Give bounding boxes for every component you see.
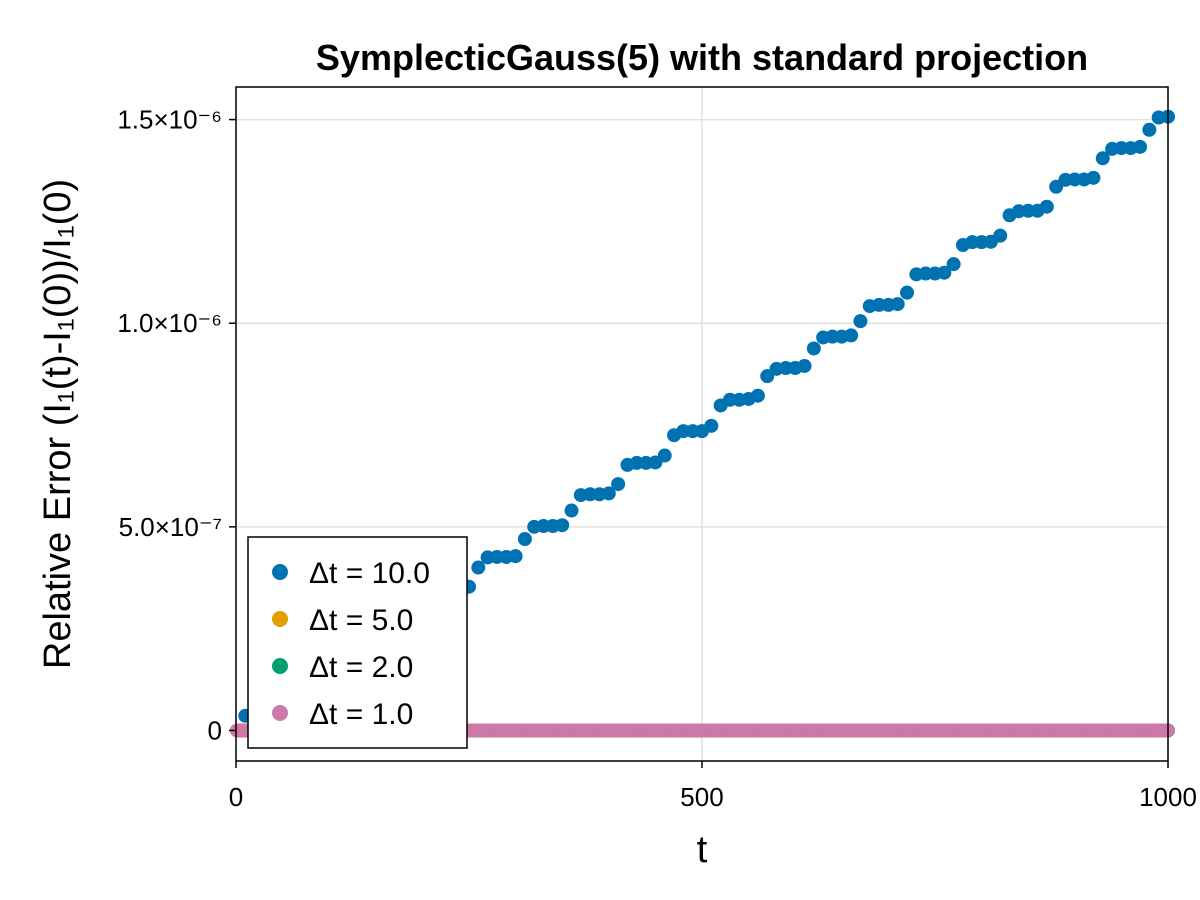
- x-tick-label: 0: [229, 782, 243, 812]
- data-point: [806, 341, 821, 356]
- data-point: [797, 358, 812, 373]
- data-point: [1095, 151, 1110, 166]
- data-point: [900, 285, 915, 300]
- y-tick-label: 1.5×10⁻⁶: [117, 105, 222, 135]
- legend-label: Δt = 1.0: [309, 698, 413, 731]
- y-axis-label: Relative Error (I₁(t)-I₁(0))/I₁(0): [37, 179, 79, 669]
- data-point: [1086, 170, 1101, 185]
- data-point: [1039, 199, 1054, 214]
- legend-marker: [272, 611, 288, 627]
- data-point: [750, 388, 765, 403]
- data-point: [937, 265, 952, 280]
- chart-title: SymplecticGauss(5) with standard project…: [316, 37, 1088, 78]
- data-point: [890, 297, 905, 312]
- data-point: [564, 503, 579, 518]
- data-point: [704, 418, 719, 433]
- x-tick-label: 1000: [1139, 782, 1197, 812]
- data-point: [844, 328, 859, 343]
- legend: Δt = 10.0 Δt = 5.0 Δt = 2.0 Δt = 1.0: [247, 536, 468, 749]
- y-tick-label: 1.0×10⁻⁶: [117, 308, 222, 338]
- data-point: [471, 560, 486, 575]
- data-point: [611, 477, 626, 492]
- data-point: [508, 549, 523, 564]
- data-point: [657, 448, 672, 463]
- data-point: [1142, 122, 1157, 137]
- tick-labels: 0 500 1000 0 5.0×10⁻⁷ 1.0×10⁻⁶ 1.5×10⁻⁶: [117, 105, 1197, 812]
- y-tick-label: 5.0×10⁻⁷: [119, 512, 222, 542]
- data-point: [601, 486, 616, 501]
- legend-label: Δt = 10.0: [309, 557, 430, 590]
- data-point: [555, 518, 570, 533]
- legend-marker: [272, 658, 288, 674]
- legend-label: Δt = 2.0: [309, 651, 413, 684]
- legend-marker: [272, 564, 288, 580]
- data-point: [946, 257, 961, 272]
- data-point: [853, 314, 868, 329]
- data-point: [1133, 139, 1148, 154]
- legend-marker: [272, 705, 288, 721]
- x-tick-label: 500: [680, 782, 723, 812]
- x-axis-label: t: [697, 829, 708, 871]
- y-tick-label: 0: [208, 715, 222, 745]
- data-point: [993, 228, 1008, 243]
- legend-label: Δt = 5.0: [309, 604, 413, 637]
- data-point: [517, 532, 532, 547]
